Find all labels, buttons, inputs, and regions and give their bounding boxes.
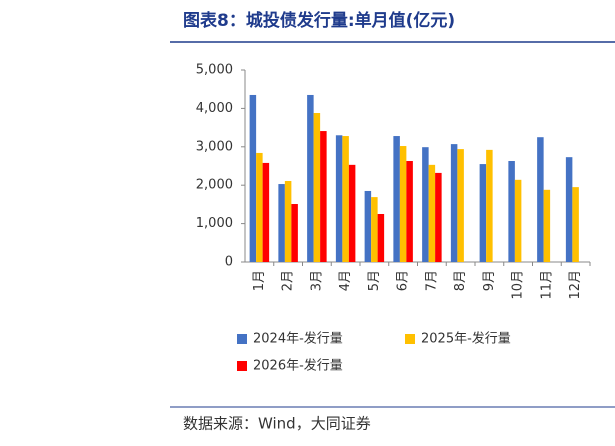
bar bbox=[565, 157, 573, 262]
bar bbox=[313, 113, 321, 263]
bar bbox=[249, 94, 257, 263]
bar bbox=[508, 161, 515, 262]
bar bbox=[278, 184, 285, 262]
x-tick-label: 9月 bbox=[482, 270, 497, 291]
bar bbox=[479, 164, 487, 262]
bar bbox=[371, 197, 378, 262]
bar bbox=[342, 136, 349, 262]
bar bbox=[348, 164, 356, 262]
x-tick-label: 12月 bbox=[568, 270, 583, 300]
y-tick-label: 5,000 bbox=[196, 63, 233, 78]
bar bbox=[572, 187, 579, 262]
x-tick-label: 6月 bbox=[396, 270, 411, 291]
bar bbox=[284, 180, 292, 262]
bar bbox=[457, 149, 464, 262]
bar bbox=[428, 164, 436, 262]
legend-label: 2024年-发行量 bbox=[253, 331, 343, 347]
legend-label: 2025年-发行量 bbox=[421, 331, 511, 347]
bar bbox=[435, 172, 442, 262]
x-tick-label: 8月 bbox=[453, 270, 468, 291]
legend-label: 2026年-发行量 bbox=[253, 358, 343, 374]
x-tick-label: 4月 bbox=[338, 270, 353, 291]
bar bbox=[514, 179, 522, 262]
bar bbox=[364, 190, 372, 262]
y-tick-label: 1,000 bbox=[196, 216, 233, 231]
bar bbox=[537, 137, 544, 262]
y-tick-label: 3,000 bbox=[196, 139, 233, 154]
y-tick-label: 2,000 bbox=[196, 178, 233, 193]
x-tick-label: 1月 bbox=[252, 270, 267, 291]
y-tick-label: 4,000 bbox=[196, 101, 233, 116]
y-tick-label: 0 bbox=[225, 255, 233, 270]
x-tick-label: 11月 bbox=[539, 270, 554, 300]
x-tick-label: 10月 bbox=[511, 270, 526, 300]
source: 数据来源：Wind，大同证券 bbox=[183, 415, 371, 433]
bar bbox=[291, 204, 298, 262]
legend-swatch bbox=[237, 361, 247, 371]
x-tick-label: 3月 bbox=[309, 270, 324, 291]
x-tick-label: 7月 bbox=[424, 270, 439, 291]
bar bbox=[393, 136, 400, 262]
bar bbox=[543, 189, 551, 262]
bar bbox=[262, 162, 270, 262]
bar bbox=[450, 144, 458, 262]
bar bbox=[320, 131, 327, 262]
bar bbox=[335, 135, 343, 262]
x-tick-label: 5月 bbox=[367, 270, 382, 291]
bar bbox=[399, 146, 407, 262]
legend-swatch bbox=[237, 334, 247, 344]
bar bbox=[377, 214, 385, 262]
bar bbox=[256, 152, 263, 262]
bar bbox=[486, 149, 493, 262]
bar bbox=[406, 161, 413, 262]
legend-swatch bbox=[405, 334, 415, 344]
bar bbox=[422, 147, 429, 262]
bar bbox=[307, 94, 314, 263]
chart-title: 图表8：城投债发行量:单月值(亿元) bbox=[183, 10, 455, 31]
x-tick-label: 2月 bbox=[281, 270, 296, 291]
